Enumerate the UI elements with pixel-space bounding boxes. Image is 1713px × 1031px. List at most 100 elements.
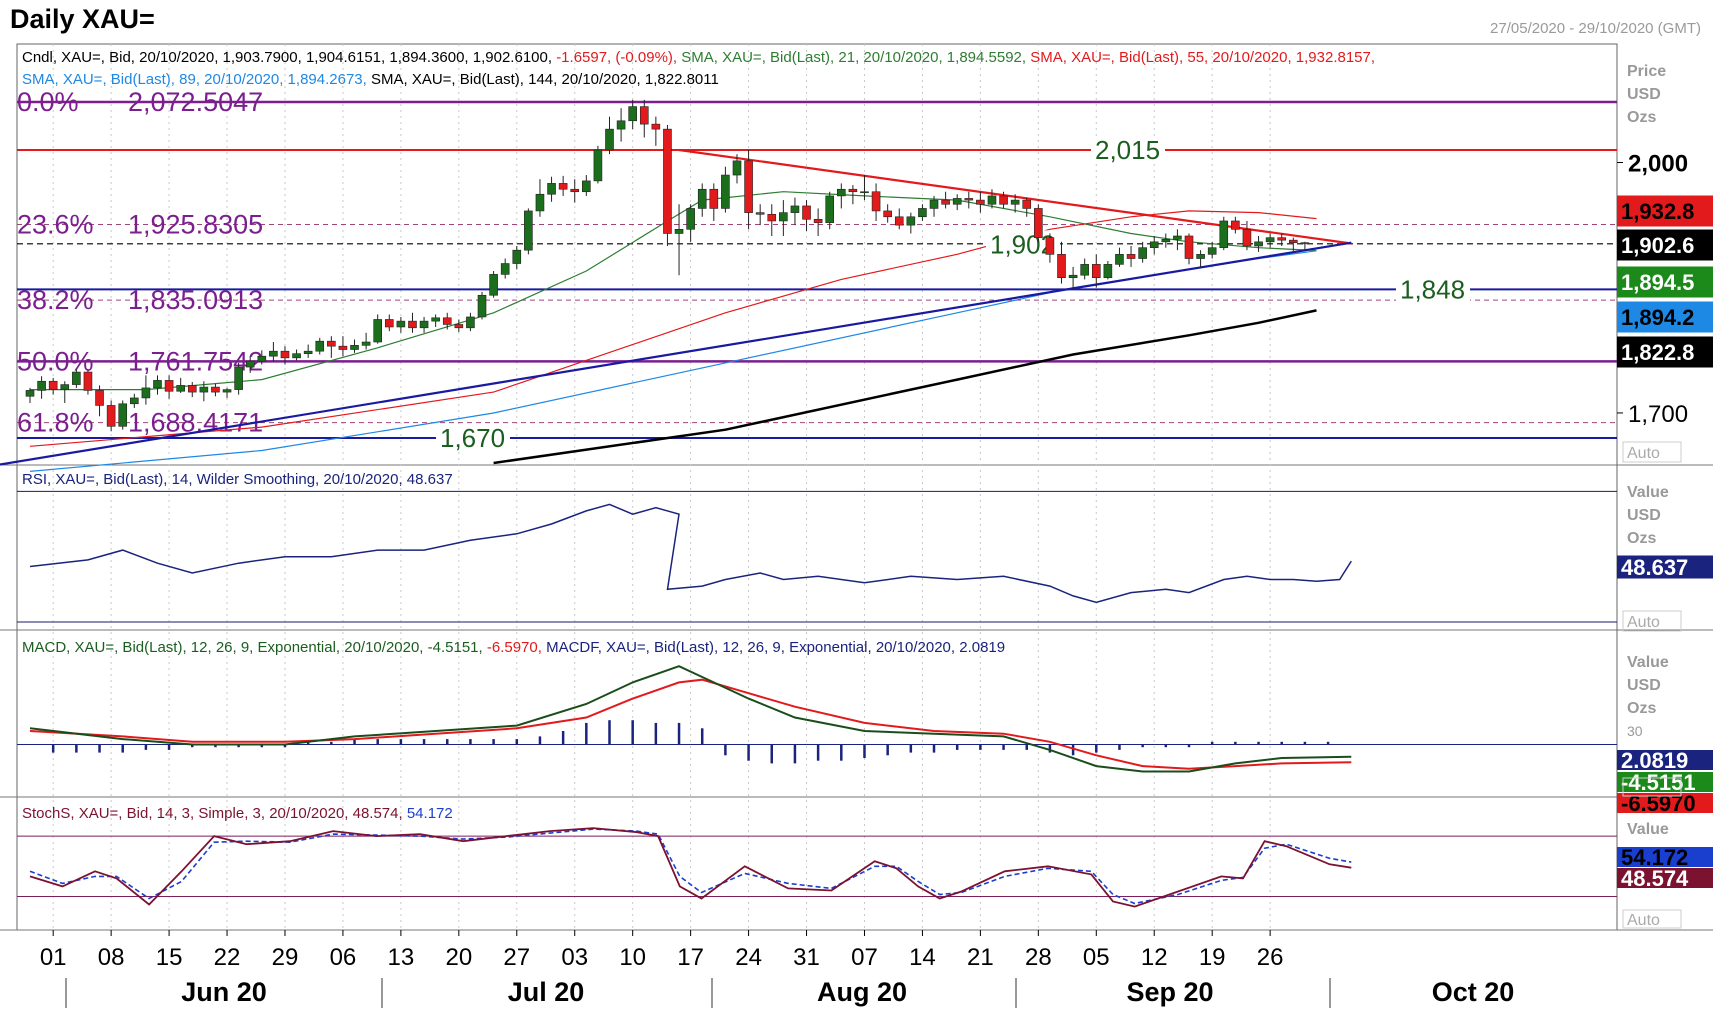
- x-axis-day-label: 07: [851, 944, 878, 971]
- x-axis-day-label: 20: [445, 944, 472, 971]
- candle-body: [338, 345, 348, 350]
- rsi-value-tag-bg: [1617, 555, 1713, 579]
- candle-body: [1289, 239, 1298, 243]
- candle-body: [802, 205, 811, 220]
- candle-body: [48, 380, 58, 390]
- annotation-1848: 1,848: [1400, 274, 1465, 304]
- price-tag-3-bg: [1617, 301, 1713, 333]
- candle-body: [60, 384, 70, 390]
- candle-body: [709, 188, 719, 209]
- price-tag-1: 1,902.6: [1621, 233, 1694, 258]
- x-axis-day-label: 01: [40, 944, 67, 971]
- chart-title: Daily XAU=: [10, 4, 155, 34]
- candle-body: [164, 380, 174, 392]
- candle-body: [1254, 241, 1263, 247]
- candle-body: [489, 274, 498, 296]
- candle-body: [396, 320, 406, 328]
- x-axis-day-label: 06: [330, 944, 357, 971]
- price-auto-box: [1622, 441, 1682, 463]
- candle-body: [431, 317, 440, 322]
- candle-body: [1277, 237, 1287, 241]
- candle-body: [1057, 254, 1066, 279]
- candle-body: [686, 208, 695, 230]
- stoch-auto-label: Auto: [1627, 912, 1660, 929]
- candle-body: [744, 160, 753, 213]
- stoch-value-tag-1-bg: [1617, 868, 1713, 888]
- candle-body: [535, 193, 545, 212]
- candle-body: [848, 188, 858, 193]
- candle-body: [547, 183, 556, 195]
- x-axis-day-label: 13: [388, 944, 415, 971]
- candle-body: [141, 387, 151, 399]
- rsi-value-tag: 48.637: [1621, 555, 1688, 580]
- candle-body: [616, 120, 626, 130]
- candle-body: [106, 405, 116, 427]
- macd-axis-header: Ozs: [1627, 700, 1656, 717]
- candle-body: [628, 106, 637, 122]
- candle-body: [1207, 247, 1217, 255]
- legend-segment: SMA, XAU=, Bid(Last), 21, 20/10/2020, 1,…: [681, 49, 1030, 66]
- candle-body: [582, 180, 591, 193]
- x-axis-day-label: 31: [793, 944, 820, 971]
- price-tag-2-bg: [1617, 266, 1713, 298]
- candle-body: [732, 160, 742, 176]
- x-axis-day-label: 15: [156, 944, 183, 971]
- candle-body: [918, 208, 927, 218]
- price-axis-header: USD: [1627, 86, 1661, 103]
- sma-line-sma-21: [30, 191, 1317, 391]
- candle-body: [153, 380, 162, 389]
- rsi-auto-label: Auto: [1627, 614, 1660, 631]
- candle-body: [234, 366, 243, 390]
- macd-value-tag-1-bg: [1617, 772, 1713, 792]
- annotation-bg: [436, 424, 510, 452]
- candle-body: [1196, 254, 1205, 259]
- candle-body: [558, 183, 568, 190]
- candle-body: [477, 294, 487, 318]
- price-tag-0: 1,932.8: [1621, 199, 1694, 224]
- candle-body: [964, 198, 974, 201]
- candle-body: [37, 380, 46, 391]
- candle-body: [674, 229, 684, 234]
- candle-body: [303, 350, 313, 354]
- legend-segment: Cndl, XAU=, Bid, 20/10/2020, 1,903.7900,…: [22, 49, 556, 66]
- stoch-value-tag-0: 54.172: [1621, 845, 1688, 870]
- macd-value-tag-2-bg: [1617, 793, 1713, 813]
- legend-segment: SMA, XAU=, Bid(Last), 89, 20/10/2020, 1,…: [22, 71, 371, 88]
- price-tag-0-bg: [1617, 195, 1713, 227]
- macd-axis-header: USD: [1627, 677, 1661, 694]
- candle-body: [315, 340, 325, 352]
- candle-body: [593, 149, 603, 182]
- candle-body: [767, 213, 777, 222]
- candle-body: [1173, 235, 1182, 240]
- legend-segment: -1.6597, (-0.09%),: [556, 49, 681, 66]
- x-axis-month-label: Jun 20: [181, 977, 267, 1007]
- ascending-trendline: [0, 241, 1352, 466]
- candle-body: [906, 216, 916, 226]
- legend-segment: MACD, XAU=, Bid(Last), 12, 26, 9, Expone…: [22, 639, 487, 656]
- x-axis-day-label: 27: [503, 944, 530, 971]
- candle-body: [199, 386, 209, 393]
- stoch-axis-header: Value: [1627, 821, 1669, 838]
- rsi-line: [29, 503, 1352, 604]
- x-axis-month-label: Sep 20: [1126, 977, 1213, 1007]
- candle-body: [373, 319, 383, 343]
- rsi-axis-header: Value: [1627, 484, 1669, 501]
- candle-body: [663, 128, 672, 234]
- legend-segment: 54.172: [407, 805, 453, 822]
- price-tag-4-bg: [1617, 336, 1713, 368]
- candle-body: [245, 360, 255, 368]
- candle-body: [755, 212, 765, 215]
- candle-body: [384, 319, 394, 328]
- candle-body: [651, 123, 661, 130]
- x-axis-day-label: 24: [735, 944, 762, 971]
- macd-tick-label: 30: [1627, 723, 1643, 739]
- candle-body: [1300, 242, 1310, 245]
- candle-body: [790, 205, 800, 213]
- x-axis-day-label: 17: [677, 944, 704, 971]
- fib-price-label: 1,925.8305: [128, 209, 263, 239]
- legend-segment: StochS, XAU=, Bid, 14, 3, Simple, 3, 20/…: [22, 805, 407, 822]
- macd-value-tag-0: 2.0819: [1621, 748, 1688, 773]
- macd-value-tag-2: -6.5970: [1621, 791, 1696, 816]
- x-axis-day-label: 21: [967, 944, 994, 971]
